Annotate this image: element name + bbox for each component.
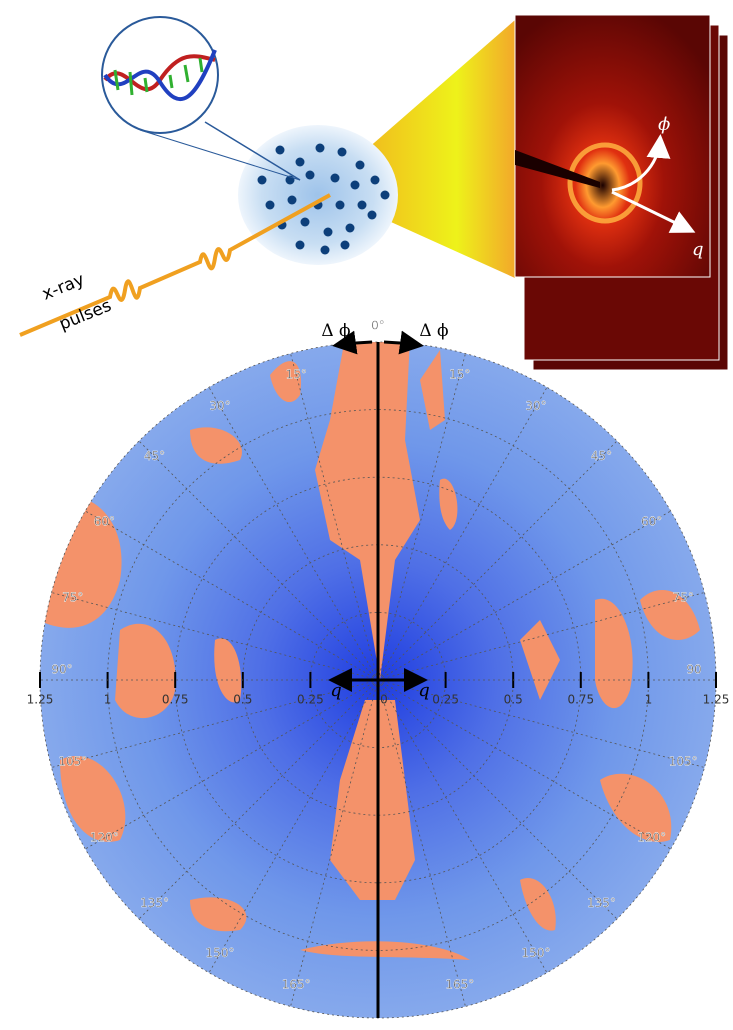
molecule [381, 191, 390, 200]
angle-label: 150° [522, 946, 551, 960]
molecule [351, 181, 360, 190]
delta-label: Δ ϕ [419, 321, 448, 341]
angle-label: 15° [449, 367, 470, 381]
q-label: q [330, 680, 342, 701]
phi-symbol: ϕ [658, 114, 670, 135]
schematic: ϕ q x-ray pulses [20, 15, 728, 370]
molecule [321, 246, 330, 255]
detector-stack: ϕ q [515, 15, 728, 370]
radial-tick-label: 0.25 [432, 693, 459, 707]
angle-label: 15° [286, 367, 307, 381]
radial-tick-label: 0.75 [567, 693, 594, 707]
angle-label: 90 [686, 663, 701, 677]
angle-label: 75° [62, 591, 83, 605]
angle-label: 165° [445, 978, 474, 992]
molecule [371, 176, 380, 185]
radial-tick-label: 0.75 [162, 693, 189, 707]
molecule [356, 161, 365, 170]
radial-tick-label: 1.25 [27, 693, 54, 707]
radial-tick-label: 0.5 [504, 693, 523, 707]
molecule [324, 228, 333, 237]
angle-label: 30° [209, 399, 230, 413]
molecule [316, 144, 325, 153]
radial-tick-label: 1.25 [703, 693, 730, 707]
top-angle-label: 0° [371, 319, 385, 333]
angle-label: 75° [673, 591, 694, 605]
molecule [306, 171, 315, 180]
angle-label: 150° [206, 946, 235, 960]
angle-label: 30° [525, 399, 546, 413]
beam-label: pulses [56, 296, 114, 335]
molecule [288, 196, 297, 205]
angle-label: 60° [94, 515, 115, 529]
molecule [358, 201, 367, 210]
molecule [296, 158, 305, 167]
q-symbol: q [692, 239, 704, 260]
radial-tick-label: 0.25 [297, 693, 324, 707]
q-label: q [418, 680, 430, 701]
angle-label: 45° [591, 449, 612, 463]
angle-label: 165° [282, 978, 311, 992]
molecule [346, 224, 355, 233]
angle-label: 135° [587, 896, 616, 910]
figure: ϕ q x-ray pulses [0, 0, 733, 1030]
molecule [341, 241, 350, 250]
angle-label: 105° [669, 754, 698, 768]
molecule [336, 201, 345, 210]
molecule [301, 218, 310, 227]
beam-label: x-ray [39, 270, 87, 305]
angle-label: 135° [140, 896, 169, 910]
molecule [276, 146, 285, 155]
angle-label: 120° [637, 831, 666, 845]
molecule [331, 174, 340, 183]
angle-label: 60° [641, 515, 662, 529]
angle-label: 120° [90, 831, 119, 845]
angle-label: 105° [58, 754, 87, 768]
radial-tick-label: 1 [104, 693, 112, 707]
molecule [338, 148, 347, 157]
molecule [368, 211, 377, 220]
delta-label: Δ ϕ [321, 321, 350, 341]
radial-tick-label: 1 [645, 693, 653, 707]
angle-label: 45° [144, 449, 165, 463]
radial-tick-label: 0.5 [233, 693, 252, 707]
angle-label: 90° [51, 663, 72, 677]
molecule [266, 201, 275, 210]
molecule [296, 241, 305, 250]
molecule [258, 176, 267, 185]
